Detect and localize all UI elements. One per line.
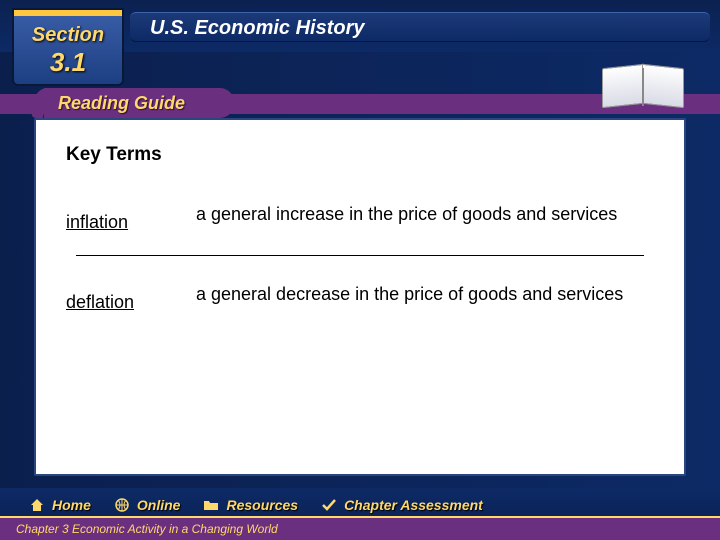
book-icon xyxy=(598,60,688,118)
section-label: Section xyxy=(14,24,122,47)
footer-button-label: Resources xyxy=(226,497,298,513)
footer-button-label: Home xyxy=(52,497,91,513)
chapter-assessment-button[interactable]: Chapter Assessment xyxy=(320,496,483,514)
globe-icon xyxy=(113,496,131,514)
home-icon xyxy=(28,496,46,514)
term-name[interactable]: inflation xyxy=(66,202,196,233)
term-definition: a general decrease in the price of goods… xyxy=(196,282,654,306)
page-title: U.S. Economic History xyxy=(130,12,710,42)
content-heading: Key Terms xyxy=(66,144,654,166)
footer-button-label: Chapter Assessment xyxy=(344,497,483,513)
reading-guide-tab: Reading Guide xyxy=(44,88,234,118)
reading-guide-label: Reading Guide xyxy=(44,88,234,118)
footer-buttons: Home Online Resources Chapter Assessment xyxy=(28,496,483,514)
divider xyxy=(76,255,644,256)
resources-button[interactable]: Resources xyxy=(202,496,298,514)
footer-strip: Chapter 3 Economic Activity in a Changin… xyxy=(0,518,720,540)
footer-button-label: Online xyxy=(137,497,181,513)
term-row: deflation a general decrease in the pric… xyxy=(66,274,654,331)
slide-root: U.S. Economic History Section 3.1 Readin… xyxy=(0,0,720,540)
footer: Home Online Resources Chapter Assessment xyxy=(0,488,720,540)
online-button[interactable]: Online xyxy=(113,496,181,514)
term-row: inflation a general increase in the pric… xyxy=(66,194,654,251)
check-icon xyxy=(320,496,338,514)
folder-icon xyxy=(202,496,220,514)
section-tab: Section 3.1 xyxy=(12,8,124,86)
home-button[interactable]: Home xyxy=(28,496,91,514)
term-definition: a general increase in the price of goods… xyxy=(196,202,654,226)
content-panel: Key Terms inflation a general increase i… xyxy=(34,118,686,476)
term-name[interactable]: deflation xyxy=(66,282,196,313)
section-number: 3.1 xyxy=(14,47,122,78)
